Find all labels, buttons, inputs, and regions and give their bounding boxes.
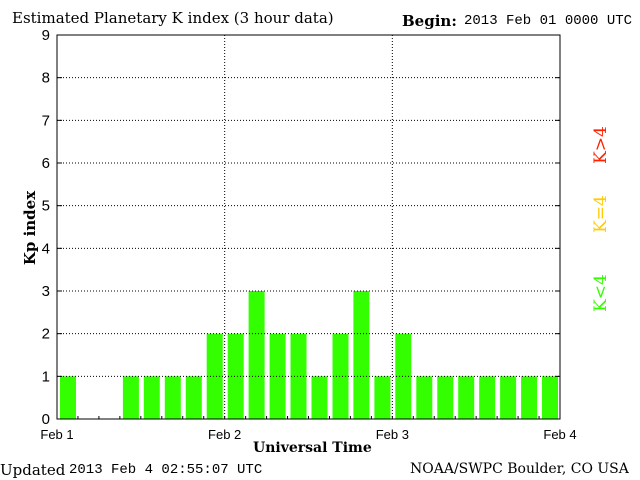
kp-bar xyxy=(290,333,307,419)
y-tick-label: 7 xyxy=(42,112,50,129)
kp-bar xyxy=(353,291,370,419)
kp-bar xyxy=(206,333,223,419)
y-tick-label: 3 xyxy=(42,283,50,300)
kp-bar xyxy=(374,376,391,419)
kp-bar xyxy=(248,291,265,419)
y-tick-label: 9 xyxy=(42,27,50,44)
kp-bar xyxy=(164,376,181,419)
chart-title: Estimated Planetary K index (3 hour data… xyxy=(12,9,334,27)
kp-bar xyxy=(521,376,538,419)
kp-bar xyxy=(122,376,139,419)
y-tick-label: 4 xyxy=(42,240,50,257)
y-tick-label: 0 xyxy=(42,411,50,428)
y-tick-label: 2 xyxy=(42,326,50,343)
x-tick-layer: Feb 1 Feb 2 Feb 3 Feb 4 xyxy=(40,416,577,442)
kp-bar xyxy=(542,376,558,419)
x-axis-label: Universal Time xyxy=(253,440,372,456)
grid-layer xyxy=(57,35,560,419)
y-axis-label: Kp index xyxy=(21,190,39,266)
kp-bar xyxy=(332,333,349,419)
kp-bar xyxy=(437,376,454,419)
kp-bar xyxy=(500,376,517,419)
legend-item: K<4 xyxy=(591,274,611,312)
begin-value: 2013 Feb 01 0000 UTC xyxy=(464,13,633,29)
begin-label: Begin: xyxy=(402,12,457,30)
plot-frame xyxy=(56,34,561,420)
x-tick-label: Feb 4 xyxy=(543,427,576,442)
kp-bar xyxy=(479,376,496,419)
y-tick-layer: 0 1 2 3 4 5 6 7 8 9 xyxy=(42,27,560,428)
y-tick-label: 8 xyxy=(42,70,50,87)
kp-bar xyxy=(143,376,160,419)
y-tick-label: 5 xyxy=(42,198,50,215)
kp-bar xyxy=(185,376,202,419)
kp-bar xyxy=(60,376,76,419)
y-tick-label: 1 xyxy=(42,368,50,385)
kp-bar xyxy=(227,333,244,419)
x-tick-label: Feb 3 xyxy=(376,427,409,442)
bar-layer xyxy=(60,291,558,419)
x-tick-label: Feb 2 xyxy=(208,427,241,442)
y-tick-label: 6 xyxy=(42,155,50,172)
legend-item: K=4 xyxy=(591,195,611,233)
kp-bar xyxy=(416,376,433,419)
legend-item: K>4 xyxy=(591,126,611,164)
source-credit: NOAA/SWPC Boulder, CO USA xyxy=(410,461,629,477)
kp-bar xyxy=(395,333,412,419)
kp-bar xyxy=(269,333,286,419)
updated-label: Updated xyxy=(0,461,66,479)
kp-bar xyxy=(458,376,475,419)
x-tick-label: Feb 1 xyxy=(40,427,73,442)
updated-value: 2013 Feb 4 02:55:07 UTC xyxy=(69,462,263,478)
kp-bar xyxy=(311,376,328,419)
